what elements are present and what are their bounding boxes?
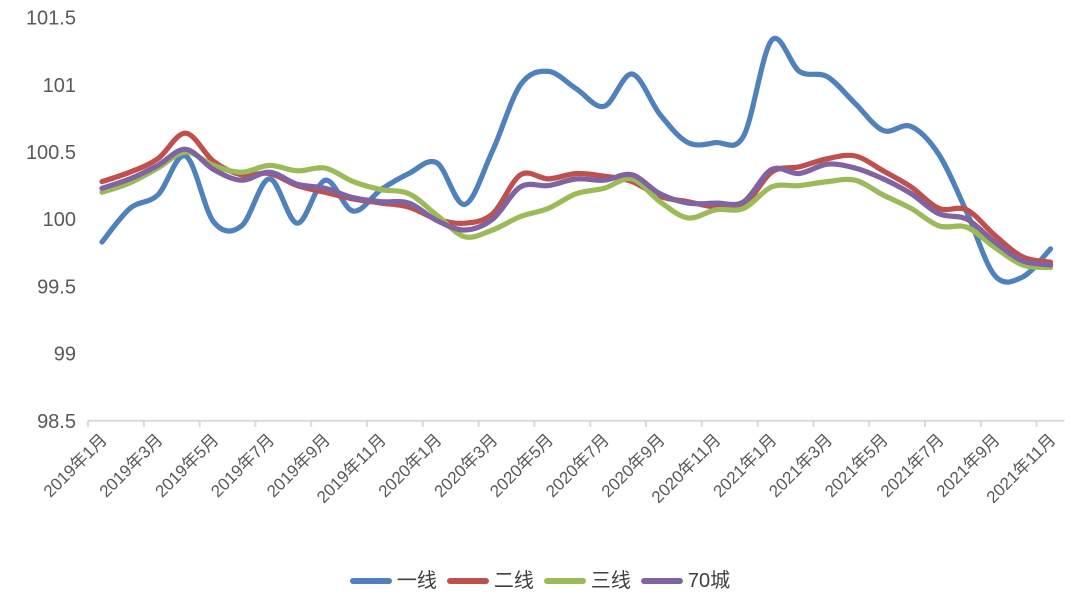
y-axis-tick-label: 101.5 <box>26 8 76 30</box>
y-axis-tick-label: 99.5 <box>37 276 76 298</box>
y-axis-tick-label: 99 <box>54 344 76 366</box>
y-axis-tick-label: 100 <box>43 209 76 231</box>
legend-swatch-first-tier <box>349 578 392 584</box>
legend-label-third-tier: 三线 <box>590 570 631 592</box>
line-chart-canvas: 98.59999.5100100.5101101.52019年1月2019年3月… <box>26 8 1065 507</box>
legend-item-third-tier: 三线 <box>543 570 631 592</box>
legend-swatch-third-tier <box>543 578 586 584</box>
chart-legend: 一线 二线 三线 70城 <box>0 571 1080 591</box>
series-line-seventy-cities <box>99 146 1054 268</box>
legend-item-seventy-cities: 70城 <box>640 570 731 592</box>
legend-label-second-tier: 二线 <box>493 570 534 592</box>
y-axis-tick-label: 100.5 <box>26 142 76 164</box>
y-axis-tick-label: 101 <box>43 75 76 97</box>
legend-label-first-tier: 一线 <box>396 570 437 592</box>
series-line-first-tier <box>99 35 1054 285</box>
y-axis-tick-label: 98.5 <box>37 411 76 433</box>
series-line-second-tier <box>99 130 1054 265</box>
legend-swatch-second-tier <box>446 578 489 584</box>
series-line-third-tier <box>99 149 1054 271</box>
legend-item-first-tier: 一线 <box>349 570 437 592</box>
legend-item-second-tier: 二线 <box>446 570 534 592</box>
legend-swatch-seventy-cities <box>640 578 683 584</box>
legend-label-seventy-cities: 70城 <box>687 570 731 592</box>
